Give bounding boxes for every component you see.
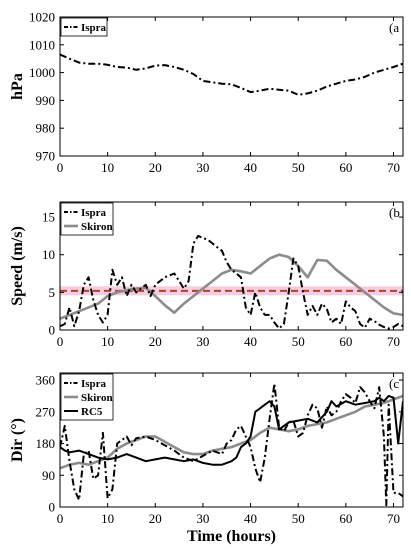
x-tick-label: 30 (196, 160, 209, 175)
y-tick-label: 180 (36, 436, 56, 451)
axes-frame (59, 372, 404, 508)
series-line-ispra (60, 382, 403, 507)
y-tick-label: 90 (42, 468, 55, 483)
series-line-ispra (60, 234, 403, 330)
x-tick-label: 70 (387, 334, 400, 349)
x-tick-label: 0 (57, 160, 64, 175)
y-tick-label: 1010 (29, 37, 55, 52)
legend: Ispra Skiron RC5 (60, 373, 114, 421)
y-tick-label: 10 (42, 247, 55, 262)
x-tick-label: 70 (387, 511, 400, 526)
y-tick-label: 5 (49, 285, 56, 300)
x-tick-label: 20 (149, 334, 162, 349)
x-tick-label: 40 (244, 334, 257, 349)
legend-label-ispra: Ispra (81, 378, 107, 390)
legend-box (60, 17, 108, 37)
legend-label-rc5: RC5 (81, 406, 103, 418)
panel-c-wind-direction: 0 90 180 270 360 0 10 20 30 40 50 60 70 Dir (°) Time (… (9, 372, 404, 545)
series-line-skiron (60, 253, 403, 320)
y-tick-label: 270 (36, 404, 56, 419)
y-tick-label: 15 (42, 210, 55, 225)
y-tick-label: 360 (36, 373, 56, 388)
y-tick-label: 1000 (29, 65, 55, 80)
panel-label: (c (389, 376, 399, 391)
series-line-skiron (60, 394, 403, 470)
y-tick-label: 970 (36, 149, 56, 164)
x-tick-label: 70 (387, 160, 400, 175)
legend-label-skiron: Skiron (81, 221, 113, 233)
x-tick-label: 20 (149, 511, 162, 526)
x-tick-label: 20 (149, 160, 162, 175)
y-axis-label: Dir (°) (9, 418, 26, 462)
panel-label: (a (389, 20, 399, 35)
axes-frame (59, 16, 404, 157)
x-tick-label: 60 (339, 334, 352, 349)
legend-label-ispra: Ispra (81, 207, 107, 219)
x-tick-label: 30 (196, 334, 209, 349)
x-tick-label: 50 (292, 511, 305, 526)
axes-frame (59, 201, 404, 331)
x-tick-label: 10 (101, 160, 114, 175)
series-line-ispra (60, 53, 403, 96)
x-tick-label: 0 (57, 334, 64, 349)
y-tick-label: 980 (36, 121, 56, 136)
y-axis-label: Speed (m/s) (9, 226, 26, 306)
y-tick-label: 1020 (29, 10, 55, 25)
x-tick-label: 50 (292, 160, 305, 175)
y-axis-label: hPa (9, 73, 26, 100)
legend-box (60, 202, 114, 236)
x-tick-label: 60 (339, 160, 352, 175)
panel-label: (b (389, 205, 400, 220)
x-tick-label: 10 (101, 334, 114, 349)
legend-label-ispra: Ispra (81, 22, 107, 34)
legend-label-skiron: Skiron (81, 392, 113, 404)
panel-b-wind-speed: 0 5 10 15 0 10 20 30 40 50 60 70 Speed (m/s) (b Ispra S… (9, 201, 404, 349)
x-tick-label: 40 (244, 160, 257, 175)
x-tick-label: 50 (292, 334, 305, 349)
legend: Ispra Skiron (60, 202, 114, 236)
y-tick-label: 0 (49, 500, 56, 515)
y-tick-label: 990 (36, 93, 56, 108)
legend: Ispra (60, 17, 108, 37)
x-tick-label: 10 (101, 511, 114, 526)
series-line-rc5 (60, 394, 403, 466)
y-tick-label: 0 (49, 323, 56, 338)
x-tick-label: 0 (57, 511, 64, 526)
x-axis-label: Time (hours) (187, 528, 276, 545)
x-tick-label: 60 (339, 511, 352, 526)
x-tick-label: 40 (244, 511, 257, 526)
x-tick-label: 30 (196, 511, 209, 526)
